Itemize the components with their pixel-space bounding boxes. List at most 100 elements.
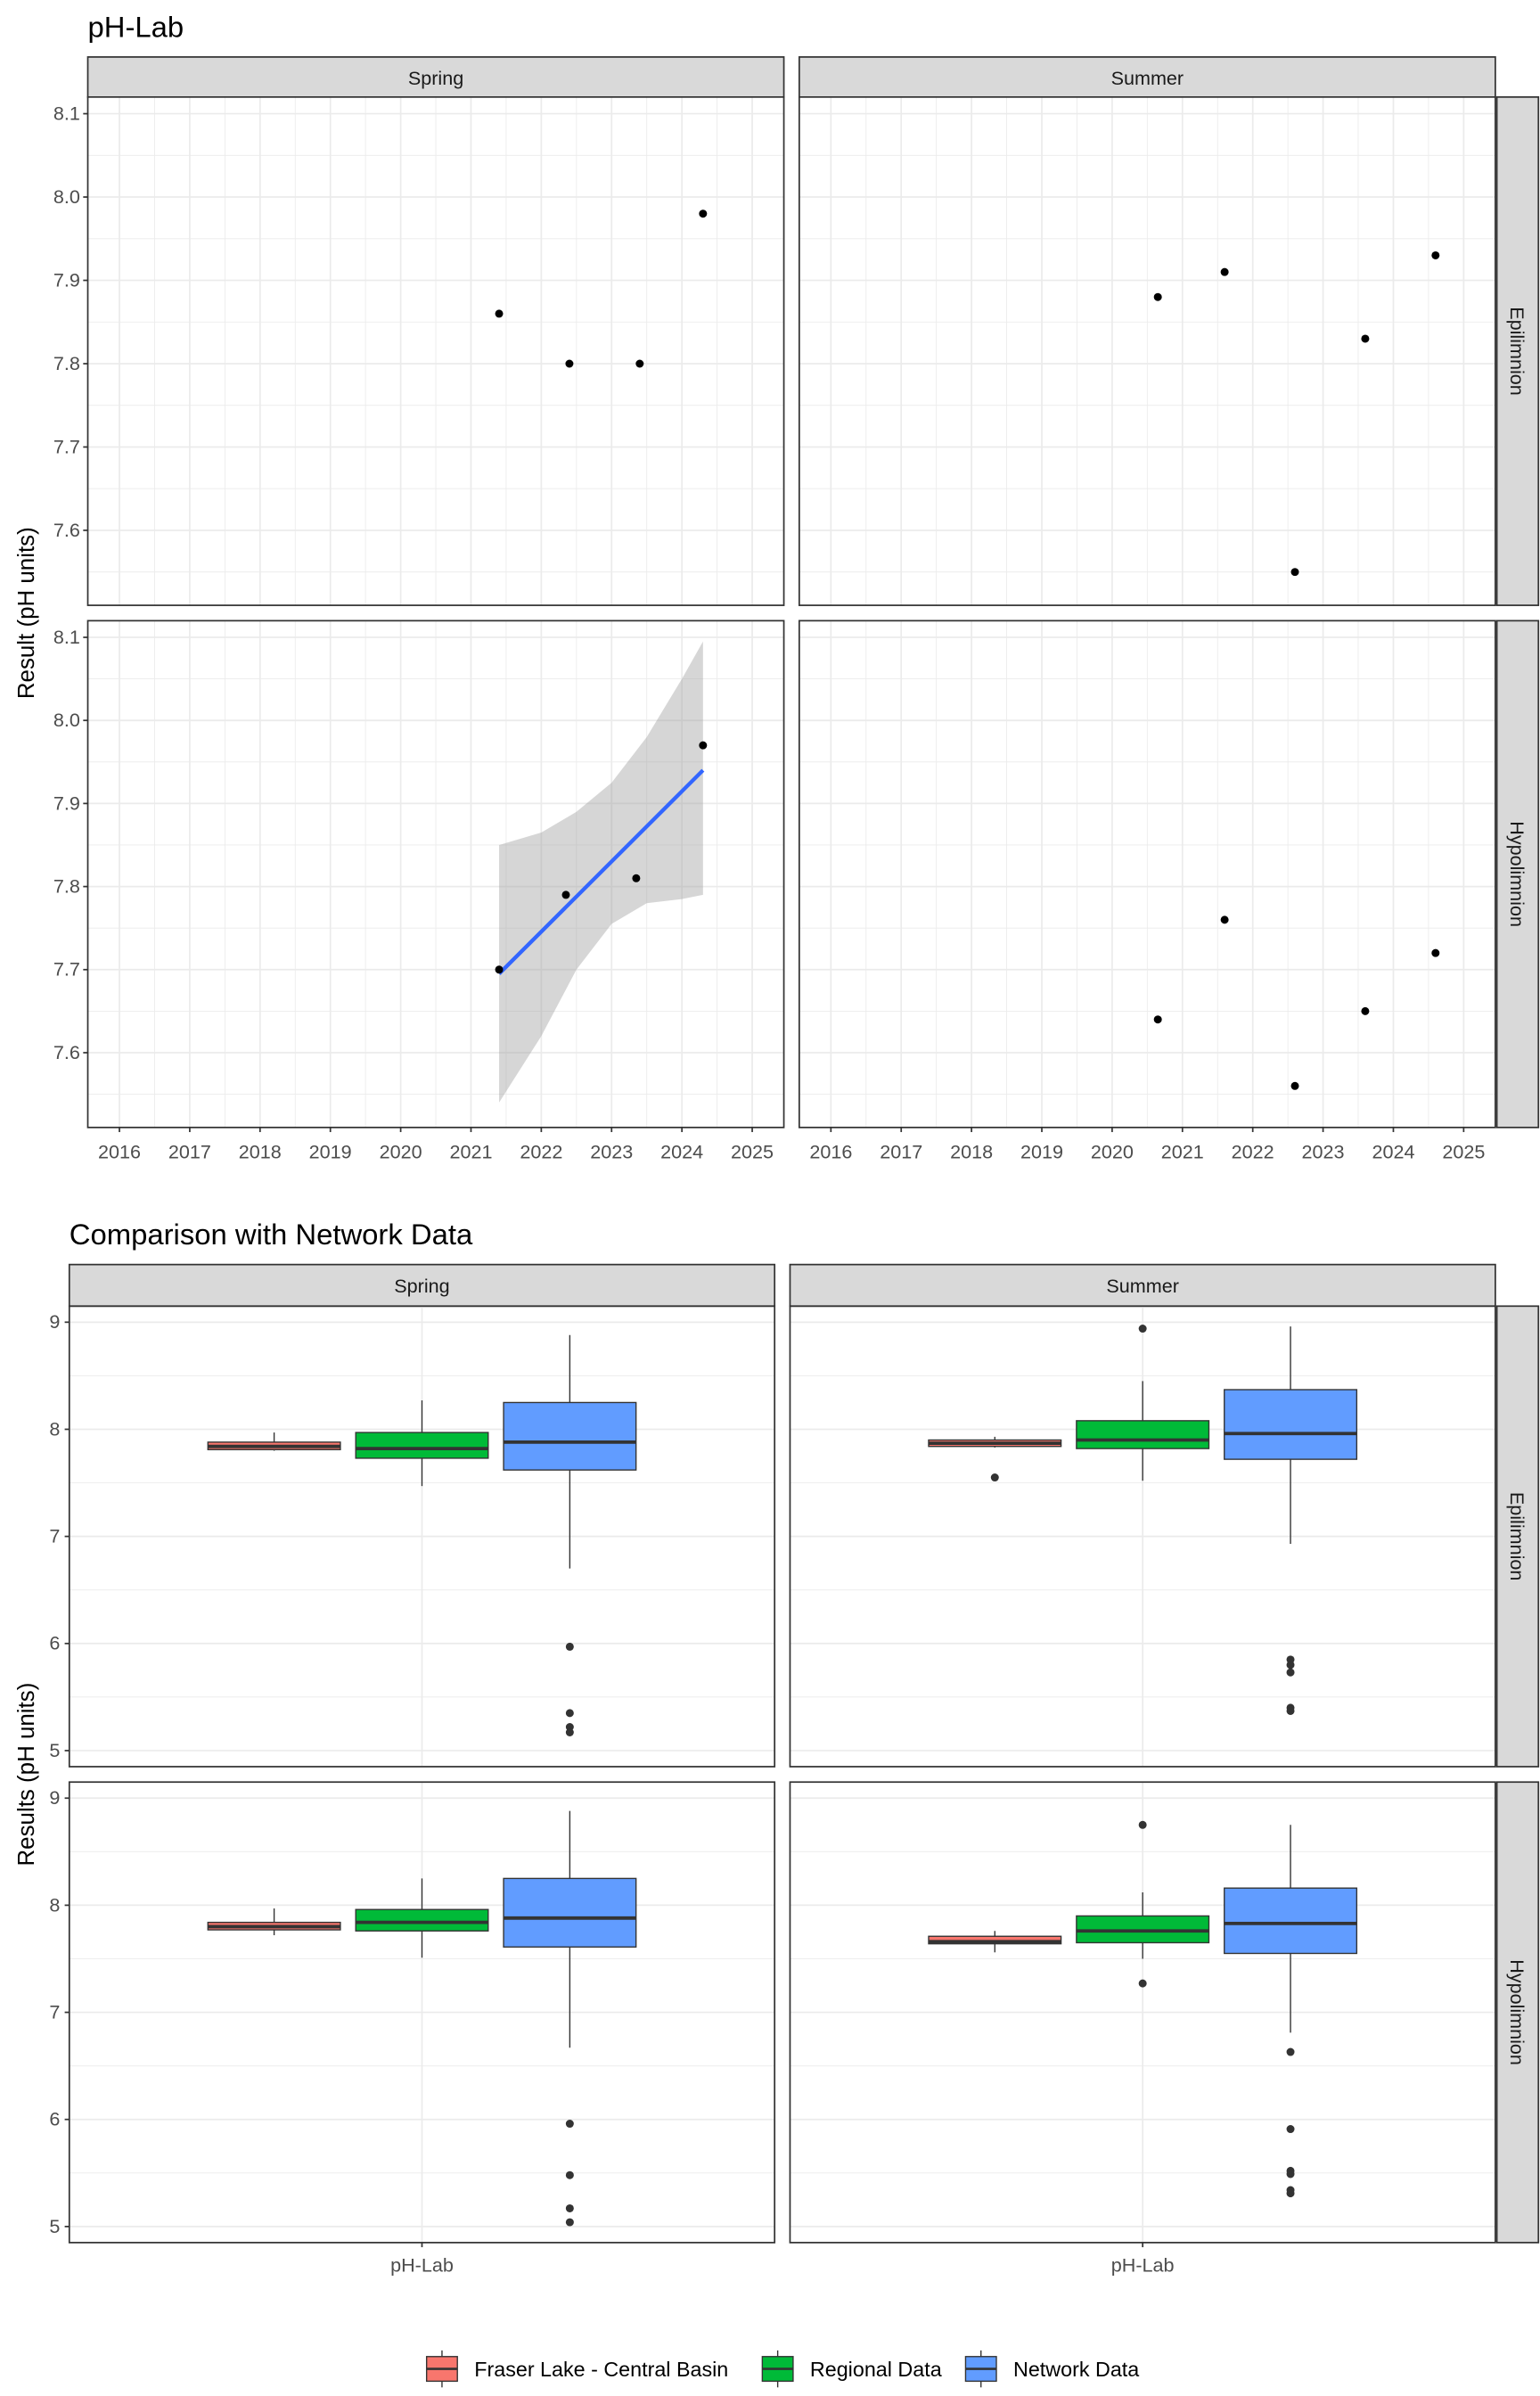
outlier-point [1138, 1820, 1147, 1829]
y-tick-label: 7.6 [53, 1041, 80, 1063]
data-point [1220, 267, 1229, 276]
x-tick-label: 2018 [239, 1140, 282, 1162]
box [1224, 1389, 1358, 1460]
panel [86, 620, 785, 1128]
box [1076, 1420, 1210, 1449]
x-tick-label: 2021 [1161, 1140, 1204, 1162]
panel-border [86, 95, 785, 606]
data-point [1361, 334, 1370, 343]
x-tick-label: 2020 [1091, 1140, 1134, 1162]
legend-label: Fraser Lake - Central Basin [474, 2358, 728, 2381]
data-point [635, 359, 644, 368]
y-axis-label: Result (pH units) [14, 527, 39, 699]
y-tick-label: 7 [49, 2000, 60, 2023]
panel-border [798, 620, 1496, 1128]
facet-label: Summer [1106, 1275, 1179, 1297]
outlier-point [1286, 1668, 1295, 1677]
data-point [1290, 1081, 1299, 1090]
x-tick-label: 2018 [950, 1140, 993, 1162]
outlier-point [565, 1709, 574, 1718]
x-tick-label: 2023 [1302, 1140, 1345, 1162]
panel [86, 95, 785, 606]
panel [798, 620, 1496, 1128]
y-tick-label: 8.1 [53, 626, 80, 648]
legend-item [964, 2350, 997, 2388]
y-tick-label: 8.1 [53, 102, 80, 124]
y-tick-label: 7.7 [53, 435, 80, 457]
data-point [561, 890, 570, 899]
facet-strip [1495, 1305, 1540, 1768]
outlier-point [565, 1642, 574, 1651]
data-point [1220, 915, 1229, 924]
outlier-point [1138, 1979, 1147, 1988]
panel [798, 95, 1496, 606]
y-tick-label: 9 [49, 1310, 60, 1333]
facet-strip [1495, 95, 1540, 606]
trend-line [497, 768, 705, 975]
x-tick-label: 2025 [1442, 1140, 1485, 1162]
box [503, 1877, 637, 1948]
facet-label: Hypolimnion [1506, 1959, 1528, 2065]
data-point [565, 359, 574, 368]
facet-strip [1495, 620, 1540, 1128]
legend-label: Network Data [1013, 2358, 1139, 2381]
chart-title: Comparison with Network Data [70, 1218, 473, 1251]
data-point [1153, 1015, 1162, 1024]
box [503, 1401, 637, 1471]
outlier-point [1286, 2125, 1295, 2134]
x-tick-label: 2023 [590, 1140, 633, 1162]
x-tick-label: 2016 [809, 1140, 852, 1162]
y-tick-label: 8 [49, 1893, 60, 1916]
panel [789, 1305, 1496, 1768]
x-tick-label: 2020 [380, 1140, 422, 1162]
facet-label: Epilimnion [1506, 307, 1528, 396]
data-point [699, 741, 708, 750]
chart-title: pH-Lab [88, 10, 184, 43]
panel [68, 1781, 776, 2244]
outlier-point [990, 1473, 999, 1482]
x-tick-label: 2019 [1020, 1140, 1063, 1162]
data-point [1361, 1006, 1370, 1015]
data-point [495, 965, 504, 974]
y-tick-label: 8.0 [53, 185, 80, 208]
y-tick-label: 7.7 [53, 958, 80, 981]
x-tick-label: pH-Lab [390, 2254, 454, 2277]
outlier-point [1286, 2047, 1295, 2056]
y-tick-label: 7.6 [53, 519, 80, 541]
outlier-point [565, 2170, 574, 2179]
facet-label: Summer [1111, 67, 1184, 89]
facet-strip [1495, 1781, 1540, 2244]
y-tick-label: 8 [49, 1417, 60, 1440]
outlier-point [1286, 2170, 1295, 2179]
facet-strip [789, 1263, 1496, 1308]
legend-item [425, 2350, 458, 2388]
y-tick-label: 7.8 [53, 352, 80, 374]
y-tick-label: 7.9 [53, 792, 80, 814]
box [1224, 1887, 1358, 1955]
outlier-point [1286, 1706, 1295, 1715]
outlier-point [565, 2203, 574, 2212]
box [355, 1908, 489, 1932]
x-tick-label: 2024 [1372, 1140, 1414, 1162]
panel [68, 1305, 776, 1768]
outlier-point [1286, 1661, 1295, 1670]
x-tick-label: 2024 [660, 1140, 703, 1162]
outlier-point [1138, 1325, 1147, 1333]
y-tick-label: 7.9 [53, 268, 80, 291]
y-tick-label: 7 [49, 1525, 60, 1547]
panel-border [789, 1305, 1496, 1768]
panel [789, 1781, 1496, 2244]
x-tick-label: 2017 [880, 1140, 922, 1162]
panel-border [86, 620, 785, 1128]
outlier-point [1286, 2189, 1295, 2198]
x-tick-label: 2019 [309, 1140, 352, 1162]
facet-label: Spring [394, 1275, 449, 1297]
y-tick-label: 5 [49, 1739, 60, 1761]
x-tick-label: 2016 [98, 1140, 141, 1162]
data-point [632, 874, 641, 882]
data-point [495, 309, 504, 318]
box [355, 1432, 489, 1459]
data-point [1431, 948, 1440, 957]
y-tick-label: 5 [49, 2215, 60, 2237]
